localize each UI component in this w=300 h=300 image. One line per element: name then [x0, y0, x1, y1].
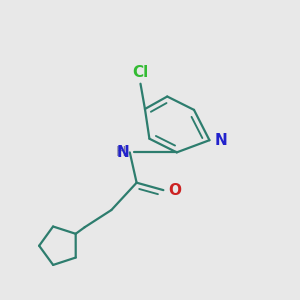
Text: O: O [168, 183, 181, 198]
Text: N: N [117, 145, 130, 160]
Text: Cl: Cl [132, 65, 148, 80]
Text: H: H [116, 146, 126, 159]
Text: N: N [215, 133, 227, 148]
